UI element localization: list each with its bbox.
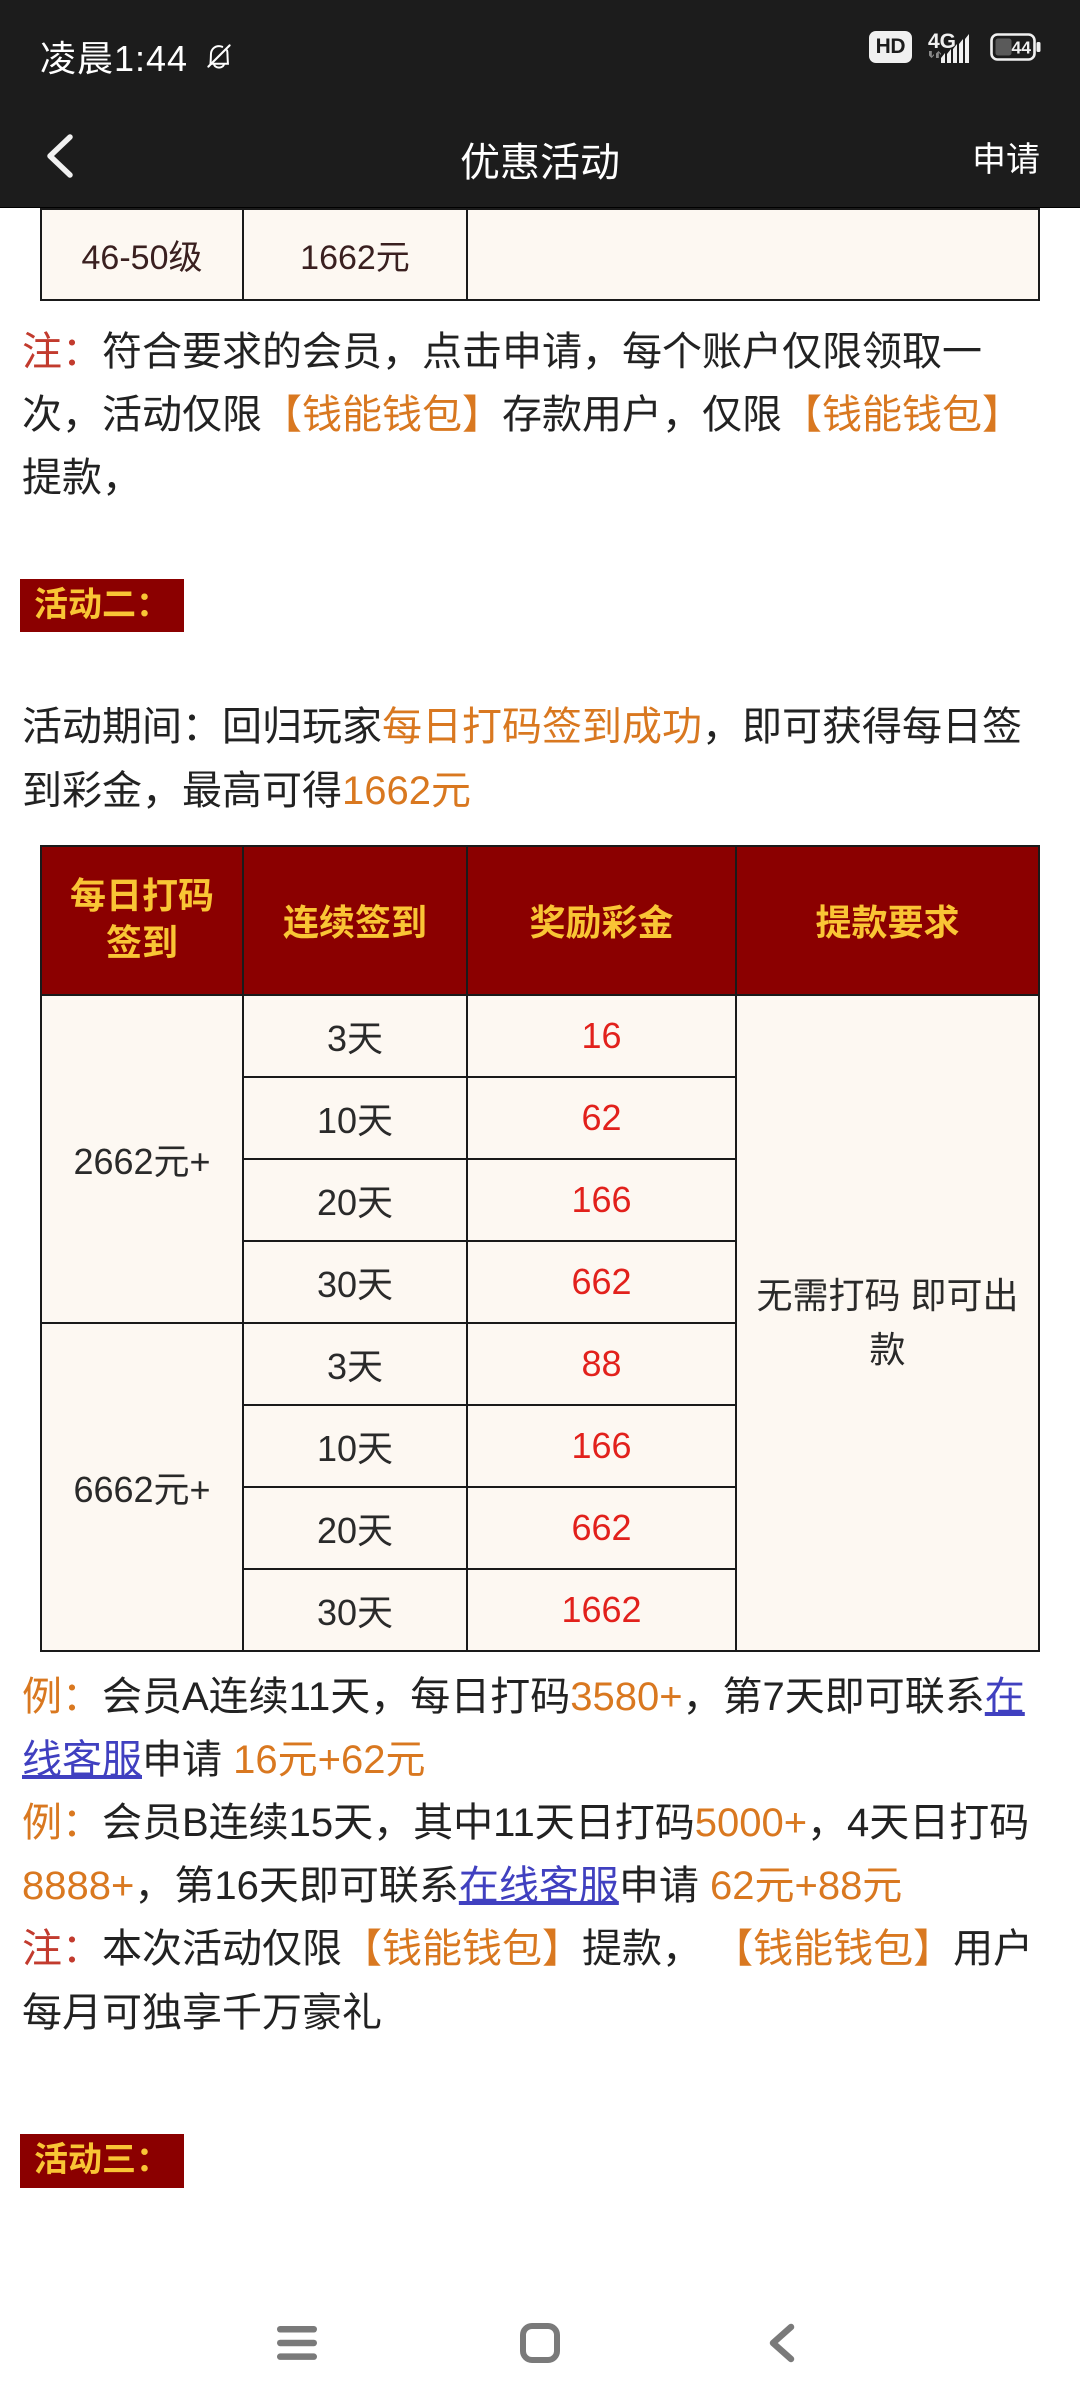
svg-text:44: 44 xyxy=(1012,38,1032,58)
svg-text:4G: 4G xyxy=(928,30,956,53)
